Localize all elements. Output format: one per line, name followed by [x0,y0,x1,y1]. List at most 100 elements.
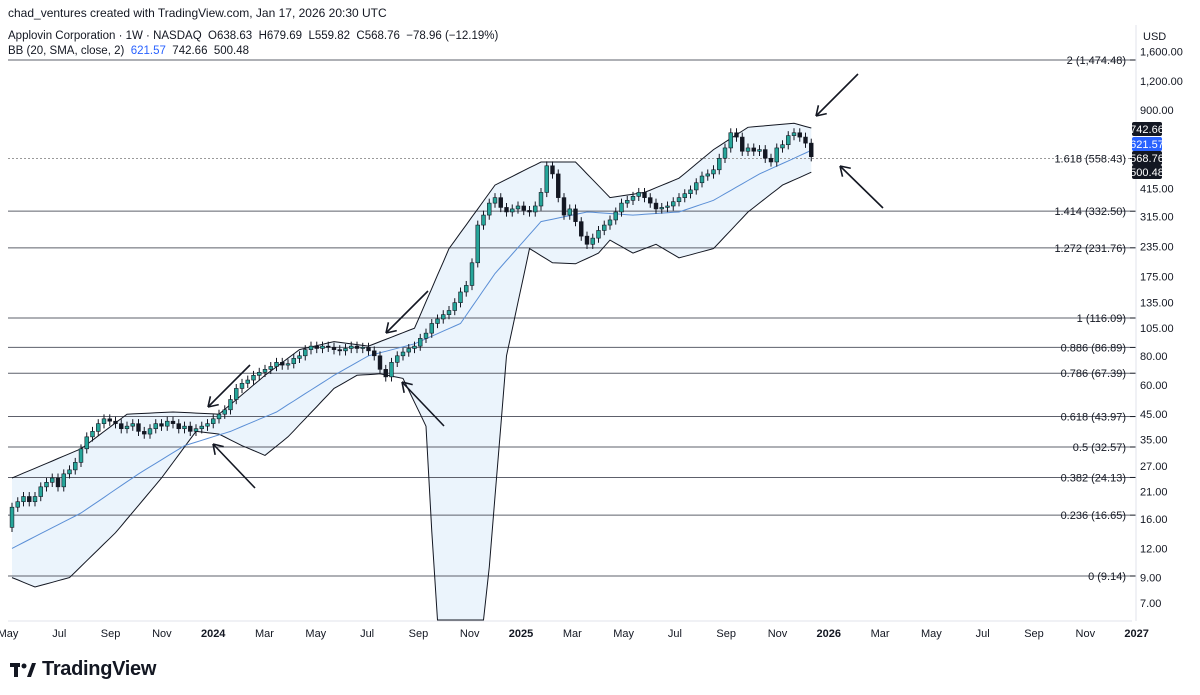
price-badge-text: 568.76 [1130,153,1164,165]
price-badge: 568.76 [1130,151,1164,165]
ohlc-change: −78.96 (−12.19%) [406,30,499,42]
candle-body [251,375,256,381]
annotation-arrow [815,73,859,117]
candle-body [665,205,670,208]
candle [395,351,400,368]
y-tick-label: 9.00 [1140,573,1161,585]
candle-body [464,285,469,293]
candle [159,419,164,431]
fib-level-label: 2 (1,474.48) [1067,55,1126,67]
candle [625,195,630,208]
candle [521,201,526,216]
candle [372,346,377,361]
y-tick-label: 12.00 [1140,543,1168,555]
candle [205,419,210,431]
x-tick-label: 2024 [201,628,226,640]
candle [96,419,101,437]
candle [492,193,498,208]
candle [297,351,302,364]
candle [9,502,15,533]
candle [475,220,480,268]
x-tick-label: Sep [101,628,121,640]
candle-body [182,425,187,430]
candle [182,421,187,434]
candle [722,143,728,163]
candle-body [803,136,808,144]
candle [142,426,147,439]
price-badge-bg [1132,122,1162,136]
candle [579,217,584,241]
candle-body [763,149,768,159]
candle [423,328,429,344]
ohlc-open: O638.63 [208,30,253,42]
candle-body [768,157,774,163]
candle-body [774,147,779,163]
annotation-arrow-head [839,165,851,170]
fib-level-label: 0.236 (16.65) [1061,510,1126,522]
candle [809,138,814,162]
annotation-arrow-shaft [385,290,429,334]
candle-body [446,310,452,315]
y-tick-label: 21.00 [1140,487,1168,499]
annotation-arrow-head [839,165,844,177]
candle [234,383,239,405]
y-tick-label: 105.00 [1140,323,1174,335]
x-tick-label: Mar [255,628,274,640]
x-tick-label: Mar [563,628,582,640]
fib-level-label: 1.272 (231.76) [1054,243,1126,255]
y-tick-label: 900.00 [1140,105,1174,117]
candle-body [205,423,210,427]
bb-upper-line [11,122,812,479]
candle [734,128,739,142]
candle-body [607,219,613,226]
annotation-arrow-head [385,322,390,334]
y-tick-label: 16.00 [1140,514,1168,526]
x-tick-label: Sep [716,628,736,640]
candle [211,414,216,429]
currency-label[interactable]: USD [1143,31,1166,43]
candle [326,341,331,352]
candle [607,215,613,230]
candle-body [113,420,118,424]
candle [745,143,751,156]
candle [441,310,446,324]
bb-label[interactable]: BB (20, SMA, close, 2) [8,45,125,57]
candle-body [136,423,141,432]
candle-body [274,362,279,367]
symbol-label[interactable]: Applovin Corporation · 1W · NASDAQ [8,30,202,42]
candle-body [268,366,273,370]
annotation-arrow [385,290,429,334]
bb-lower-value: 500.48 [213,45,250,57]
y-tick-label: 45.00 [1140,409,1168,421]
candle-body [659,207,664,210]
annotation-arrow-head [815,105,820,117]
candle-body [412,345,417,349]
candle [124,421,130,434]
candle [343,343,348,356]
candle [27,492,32,507]
candle [245,375,250,388]
candle [544,161,549,198]
candle [314,341,319,354]
candle [377,351,383,375]
candle-body [573,208,578,222]
candle [400,347,406,361]
candle [464,280,469,297]
candle-body [44,482,49,488]
candle-body [809,142,814,157]
candle-body [550,165,555,175]
candle [101,414,107,429]
candle [113,416,118,429]
candle-body [699,175,705,184]
candle-body [492,197,498,204]
candle [153,419,158,434]
candle [596,225,601,243]
candle [274,357,279,372]
candle [38,482,43,502]
candle [228,395,233,415]
candle-body [515,205,521,210]
candle-body [423,332,429,339]
candle [676,193,682,207]
candle-body [533,205,538,213]
